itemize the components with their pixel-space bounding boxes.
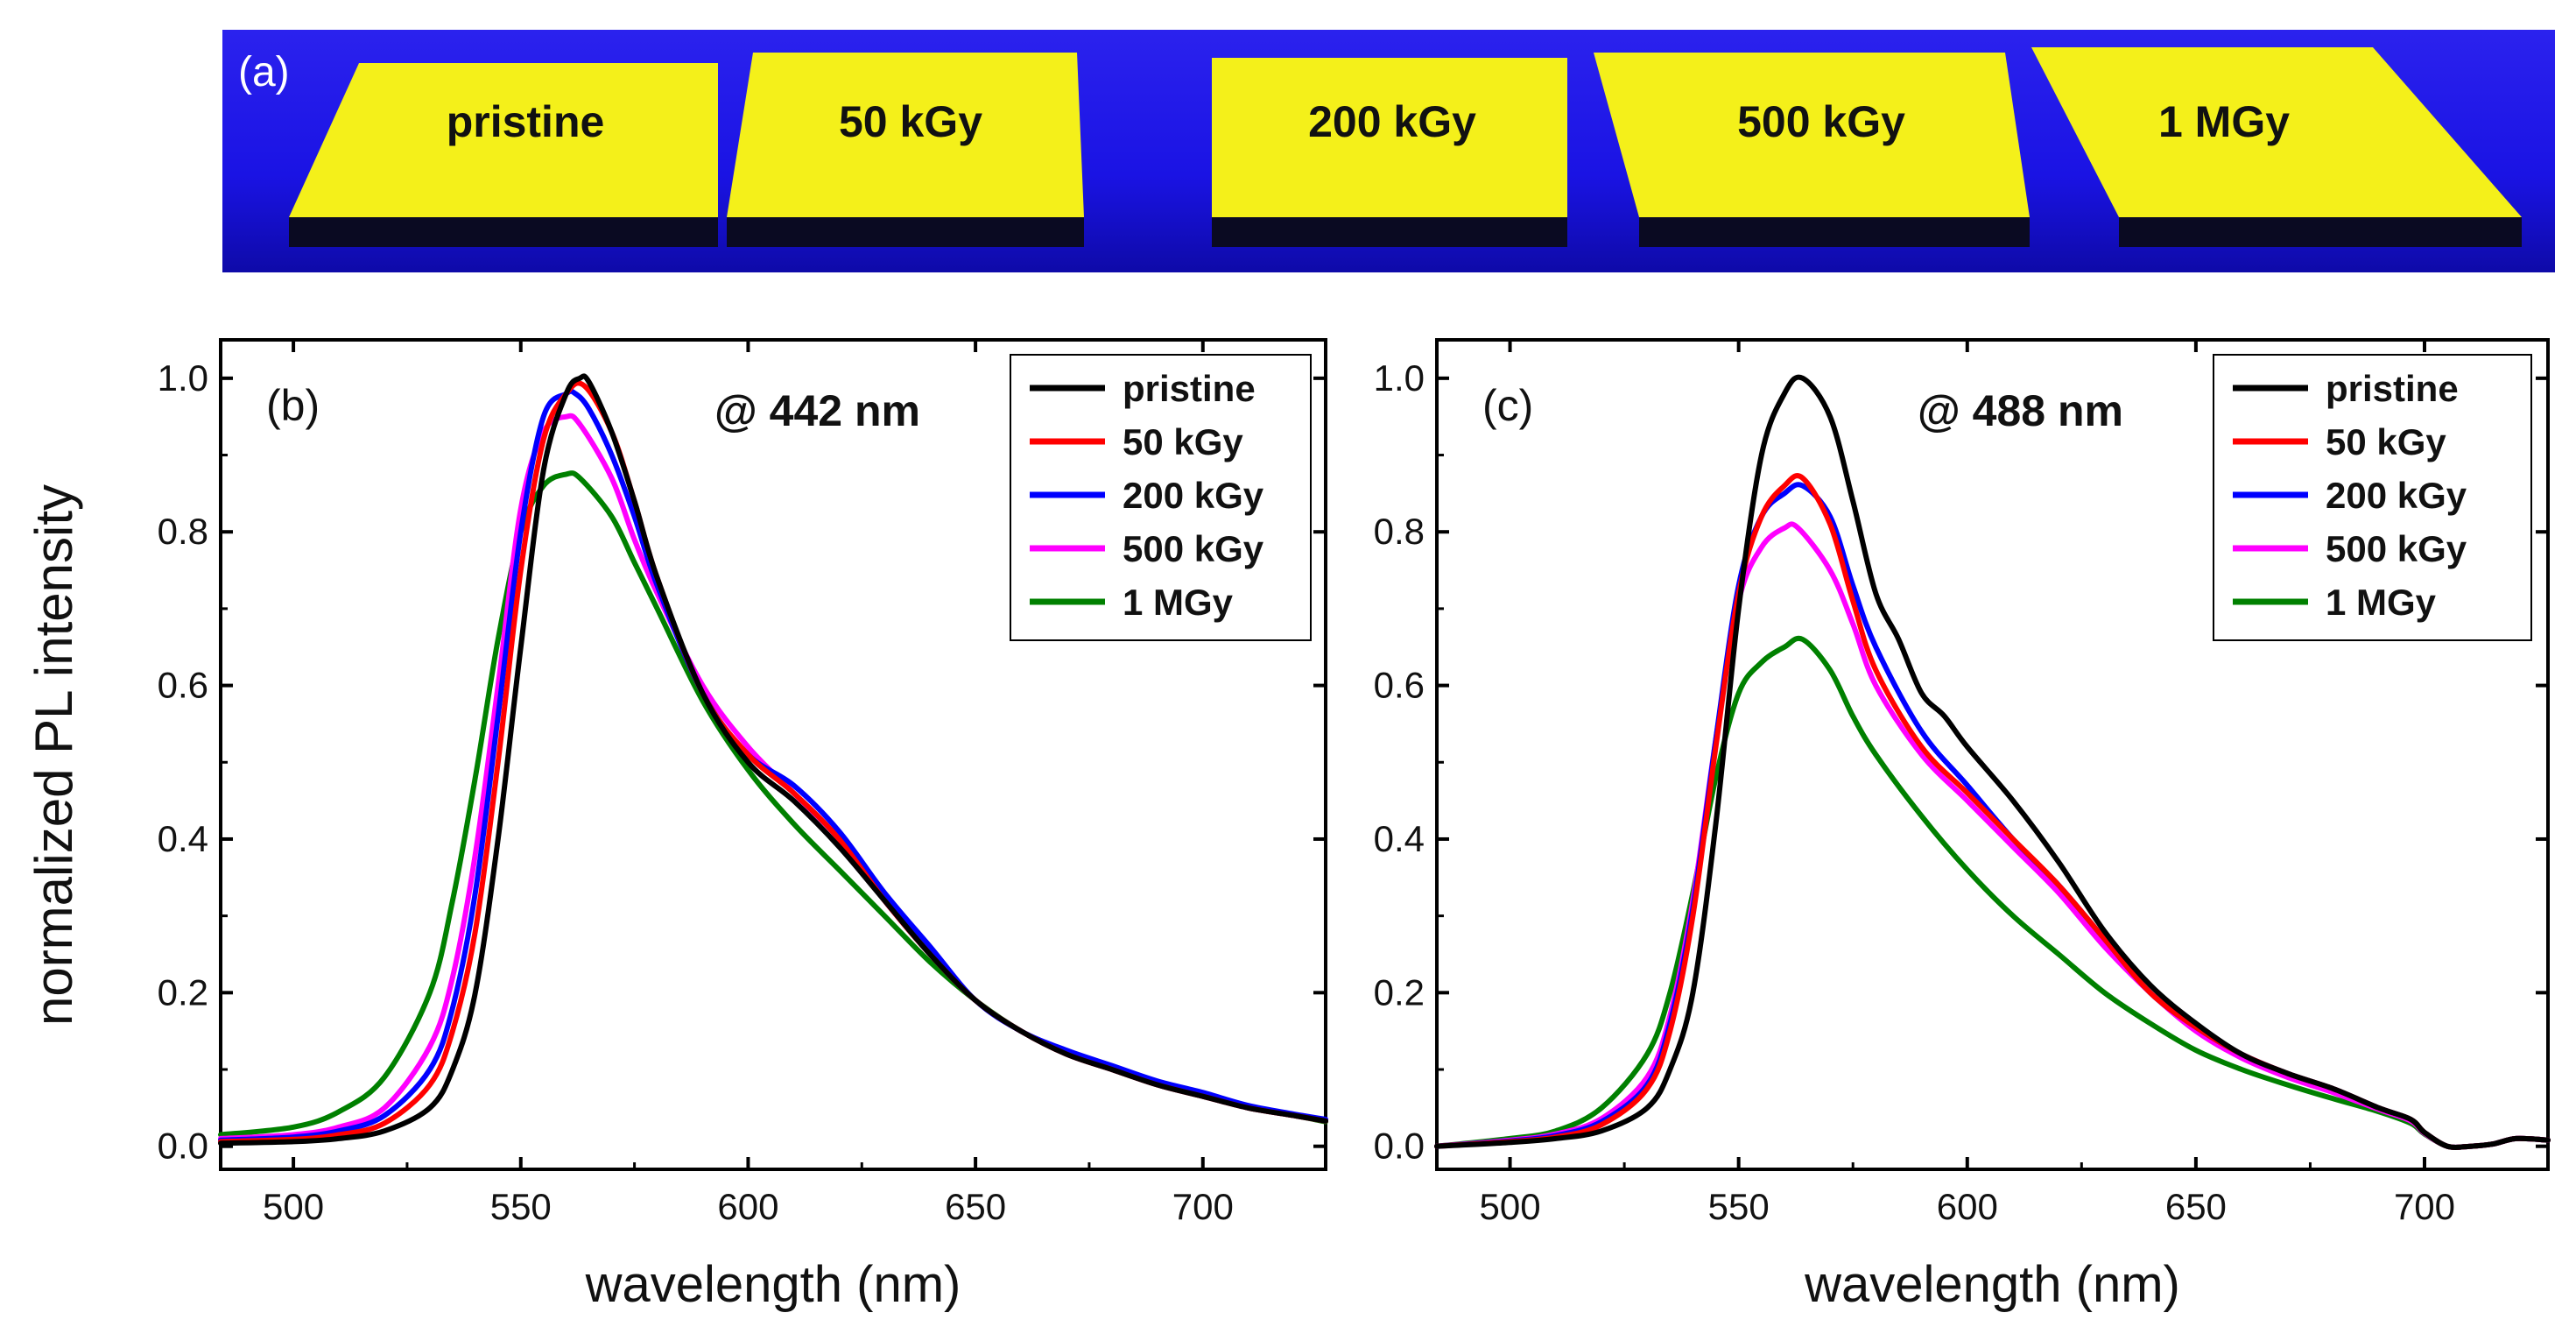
sample-label: 200 kGy — [1308, 97, 1476, 146]
x-tick-label: 600 — [717, 1186, 778, 1227]
series-line-200-kgy — [218, 388, 1328, 1143]
sample-tile: 1 MGy — [2031, 47, 2522, 247]
panel-label: (c) — [1482, 381, 1533, 430]
series-line-1-mgy — [1434, 635, 2551, 1150]
excitation-annotation: @ 442 nm — [714, 386, 920, 435]
sample-label: pristine — [447, 97, 605, 146]
series-line-500-kgy — [218, 413, 1328, 1141]
legend-entry: 50 kGy — [1123, 421, 1243, 462]
series-line-50-kgy — [1434, 473, 2551, 1150]
x-tick-label: 700 — [1172, 1186, 1234, 1227]
y-tick-label: 0.0 — [1374, 1126, 1425, 1167]
y-axis-label: normalized PL intensity — [25, 484, 83, 1026]
sample-film — [289, 63, 718, 217]
x-tick-label: 650 — [2165, 1186, 2227, 1227]
sample-film — [1212, 58, 1567, 217]
y-tick-label: 0.6 — [158, 665, 208, 706]
legend-entry: 500 kGy — [1123, 528, 1264, 569]
x-tick-label: 700 — [2394, 1186, 2455, 1227]
y-tick-label: 0.0 — [158, 1126, 208, 1167]
legend-entry: pristine — [1123, 368, 1256, 409]
sample-tile: 50 kGy — [727, 53, 1084, 247]
sample-shadow — [1212, 217, 1567, 247]
x-tick-label: 650 — [945, 1186, 1006, 1227]
legend-box — [2213, 354, 2532, 641]
panel-a-label: (a) — [238, 49, 290, 95]
x-tick-label: 550 — [490, 1186, 552, 1227]
sample-film — [1594, 53, 2030, 217]
legend-entry: 500 kGy — [2326, 528, 2467, 569]
plot-frame — [1435, 338, 2550, 1171]
sample-label: 500 kGy — [1737, 97, 1905, 146]
series-line-1-mgy — [218, 470, 1328, 1138]
legend-entry: 200 kGy — [1123, 475, 1264, 516]
legend-entry: pristine — [2326, 368, 2459, 409]
legend-entry: 50 kGy — [2326, 421, 2446, 462]
sample-tile: 200 kGy — [1212, 58, 1567, 247]
y-tick-label: 0.2 — [158, 971, 208, 1013]
x-tick-label: 500 — [263, 1186, 324, 1227]
y-tick-label: 0.4 — [1374, 818, 1425, 859]
sample-shadow — [289, 217, 718, 247]
x-tick-label: 600 — [1937, 1186, 1998, 1227]
y-tick-label: 0.2 — [1374, 971, 1425, 1013]
sample-label: 50 kGy — [839, 97, 982, 146]
x-tick-label: 550 — [1708, 1186, 1770, 1227]
legend-box — [1010, 354, 1312, 641]
sample-tile: 500 kGy — [1594, 53, 2030, 247]
sample-photo: pristine 50 kGy 200 kGy 500 kGy 1 MGy (a) — [222, 30, 2555, 272]
x-tick-label: 500 — [1480, 1186, 1541, 1227]
y-tick-label: 0.4 — [158, 818, 208, 859]
sample-tile: pristine — [289, 63, 718, 247]
sample-film — [2031, 47, 2522, 217]
panel-label: (b) — [266, 381, 320, 430]
sample-shadow — [2119, 217, 2522, 247]
series-line-50-kgy — [218, 380, 1328, 1145]
legend-entry: 1 MGy — [1123, 582, 1234, 623]
x-axis-label: wavelength (nm) — [585, 1256, 961, 1313]
y-tick-label: 0.6 — [1374, 665, 1425, 706]
x-axis-label: wavelength (nm) — [1804, 1256, 2180, 1313]
y-tick-label: 1.0 — [1374, 357, 1425, 399]
sample-shadow — [727, 217, 1084, 247]
series-line-pristine — [1434, 374, 2551, 1150]
excitation-annotation: @ 488 nm — [1918, 386, 2123, 435]
sample-shadow — [1639, 217, 2030, 247]
sample-film — [727, 53, 1084, 217]
y-tick-label: 1.0 — [158, 357, 208, 399]
legend-entry: 1 MGy — [2326, 582, 2437, 623]
y-tick-label: 0.8 — [158, 511, 208, 552]
y-tick-label: 0.8 — [1374, 511, 1425, 552]
series-line-pristine — [218, 373, 1328, 1147]
series-line-200-kgy — [1434, 482, 2551, 1150]
sample-label: 1 MGy — [2158, 97, 2290, 146]
series-line-500-kgy — [1434, 521, 2551, 1150]
legend-entry: 200 kGy — [2326, 475, 2467, 516]
plot-frame — [219, 338, 1327, 1171]
